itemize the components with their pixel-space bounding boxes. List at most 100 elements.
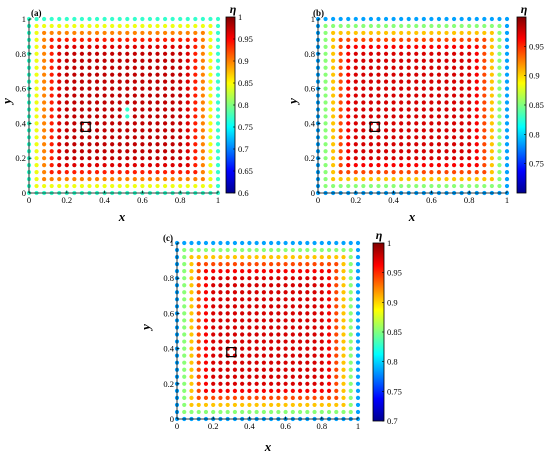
data-point: [334, 339, 339, 344]
data-point: [196, 318, 201, 323]
data-point: [338, 44, 343, 49]
data-point: [383, 142, 389, 147]
data-point: [110, 44, 115, 49]
data-point: [474, 128, 479, 133]
data-point: [261, 304, 266, 309]
data-point: [346, 107, 351, 112]
y-tick-label: 0: [170, 414, 174, 424]
data-point: [102, 16, 107, 22]
data-point: [254, 346, 259, 351]
data-point: [474, 183, 479, 189]
data-point: [399, 30, 404, 36]
data-point: [193, 107, 198, 112]
data-point: [391, 51, 396, 56]
data-point: [355, 367, 361, 372]
data-point: [269, 367, 274, 372]
data-point: [247, 402, 252, 408]
data-point: [155, 183, 160, 189]
data-point: [497, 156, 502, 161]
colorbar-tick-label: 0.9: [238, 56, 249, 66]
data-point: [170, 37, 175, 42]
data-point: [247, 360, 252, 365]
data-point: [319, 247, 324, 253]
data-point: [283, 262, 288, 267]
data-point: [436, 107, 442, 112]
data-point: [34, 183, 39, 189]
data-point: [211, 269, 216, 274]
data-point: [155, 149, 160, 154]
data-point: [334, 381, 339, 386]
data-point: [323, 86, 328, 91]
data-point: [276, 240, 281, 246]
data-point: [140, 142, 145, 147]
colorbar-ticks: 0.60.650.70.750.80.850.90.951: [233, 12, 253, 198]
data-point: [312, 325, 317, 330]
data-point: [72, 72, 77, 77]
data-point: [189, 325, 194, 330]
data-point: [211, 283, 216, 288]
data-point: [57, 30, 62, 36]
data-point: [429, 114, 434, 119]
data-point: [451, 183, 457, 189]
data-point: [42, 79, 47, 84]
data-point: [200, 23, 205, 29]
data-point: [208, 128, 213, 133]
data-point: [211, 374, 216, 379]
data-point: [232, 395, 238, 400]
data-point: [421, 30, 426, 36]
data-point: [254, 374, 259, 379]
data-point: [155, 135, 160, 140]
data-point: [346, 176, 351, 182]
data-point: [261, 240, 266, 246]
data-point: [102, 72, 107, 77]
data-point: [42, 30, 47, 36]
data-point: [323, 16, 328, 22]
data-point: [383, 72, 389, 77]
data-point: [326, 381, 332, 386]
data-point: [334, 395, 339, 400]
data-point: [297, 332, 303, 337]
data-point: [444, 23, 449, 29]
data-point: [155, 30, 160, 36]
data-point: [215, 156, 221, 161]
data-point: [399, 65, 404, 70]
data-point: [444, 142, 449, 147]
colorbar-tick-label: 0.95: [387, 268, 402, 278]
data-point: [451, 30, 457, 36]
data-point: [406, 107, 411, 112]
data-point: [215, 72, 221, 77]
data-point: [467, 156, 472, 161]
data-point: [355, 346, 361, 351]
data-point: [94, 163, 100, 168]
data-point: [489, 37, 494, 42]
data-point: [399, 163, 404, 168]
data-point: [421, 51, 426, 56]
data-point: [276, 318, 281, 323]
data-point: [72, 93, 77, 98]
data-point: [208, 30, 213, 36]
data-point: [399, 170, 404, 175]
data-point: [125, 16, 130, 22]
data-point: [368, 72, 374, 77]
data-point: [283, 240, 288, 246]
data-point: [240, 311, 245, 316]
data-point: [459, 86, 464, 91]
data-point: [49, 176, 54, 182]
data-point: [72, 16, 77, 22]
data-point: [87, 37, 92, 42]
data-point: [297, 339, 303, 344]
data-point: [117, 121, 122, 126]
data-point: [497, 142, 502, 147]
data-point: [391, 135, 396, 140]
data-point: [459, 149, 464, 154]
data-point: [125, 100, 130, 105]
data-point: [170, 176, 175, 182]
data-point: [218, 409, 223, 415]
data-point: [132, 114, 137, 119]
data-point: [312, 409, 317, 415]
data-point: [383, 100, 389, 105]
data-point: [276, 388, 281, 393]
data-point: [196, 269, 201, 274]
data-point: [211, 353, 216, 358]
data-point: [429, 72, 434, 77]
